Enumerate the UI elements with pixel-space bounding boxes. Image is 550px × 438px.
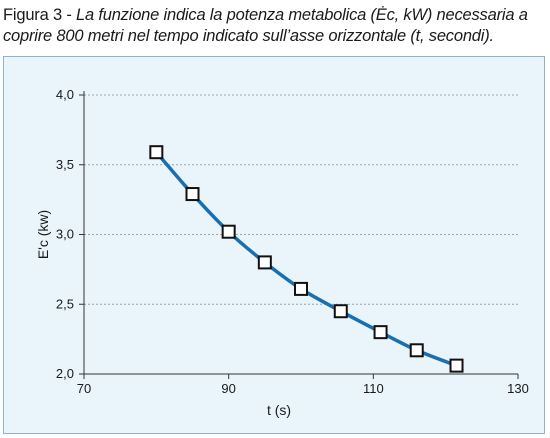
figure-caption: Figura 3 - La funzione indica la potenza… — [3, 5, 548, 47]
y-tick-label: 2,0 — [56, 366, 74, 381]
data-point-marker — [409, 343, 424, 358]
data-point-marker — [294, 281, 308, 296]
data-point-marker — [373, 325, 388, 340]
series-line — [155, 151, 458, 368]
y-tick-label: 4,0 — [56, 87, 74, 102]
data-point-marker — [149, 145, 164, 160]
data-point-marker — [257, 255, 272, 270]
line-chart: 2,0 2,5 3,0 3,5 4,0 70 90 110 130 t (s) E'c (kw) — [35, 87, 529, 418]
x-tick-label: 130 — [507, 381, 529, 396]
y-tick-label: 3,0 — [56, 227, 74, 242]
caption-lead: Figura 3 - — [3, 6, 76, 24]
x-axis-label: t (s) — [267, 402, 291, 418]
y-axis-label: E'c (kw) — [35, 210, 51, 259]
x-tick-label: 110 — [363, 381, 384, 396]
y-tick-label: 2,5 — [56, 296, 74, 311]
data-point-marker — [333, 304, 348, 319]
x-tick-label: 70 — [77, 381, 91, 396]
data-point-marker — [185, 187, 200, 202]
data-point-marker — [449, 358, 464, 373]
caption-text: La funzione indica la potenza metabolica… — [3, 6, 528, 45]
x-tick-label: 90 — [221, 381, 235, 396]
y-tick-label: 3,5 — [56, 157, 74, 172]
chart-panel: 2,0 2,5 3,0 3,5 4,0 70 90 110 130 t (s) E'c (kw) — [3, 56, 545, 434]
data-point-marker — [221, 224, 236, 239]
